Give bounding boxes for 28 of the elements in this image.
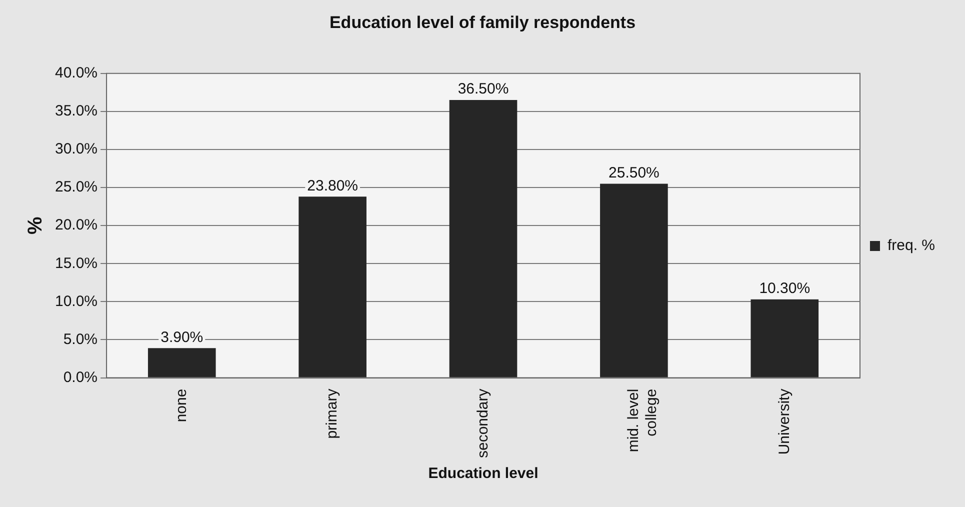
y-axis-title: % [24,216,47,234]
x-tick-label: primary [324,388,341,439]
data-label: 36.50% [458,80,509,98]
chart-title: Education level of family respondents [329,12,636,32]
y-tick-label: 10.0% [54,292,98,310]
legend-label: freq. % [887,237,936,254]
y-tick-label: 25.0% [54,178,98,196]
x-axis-title: Education level [428,465,538,482]
x-tick-label: secondary [474,388,492,458]
data-label: 23.80% [307,177,358,194]
data-label: 10.30% [759,280,810,298]
y-tick-label: 40.0% [54,64,98,82]
data-label: 3.90% [160,328,204,346]
bar [298,196,366,378]
x-tick-label: University [776,388,793,455]
x-tick-label: none [173,388,190,422]
y-tick-label: 20.0% [54,216,98,234]
y-tick-label: 0.0% [63,368,98,386]
bar [148,348,216,378]
y-tick-label: 15.0% [54,254,98,272]
x-tick-label: mid. level college [625,388,660,452]
y-tick-label: 35.0% [54,102,98,120]
bar [449,100,518,378]
bar [750,299,819,378]
y-tick-label: 30.0% [54,140,98,158]
y-tick-label: 5.0% [63,330,98,348]
bar [600,184,668,378]
data-label: 25.50% [608,164,660,182]
